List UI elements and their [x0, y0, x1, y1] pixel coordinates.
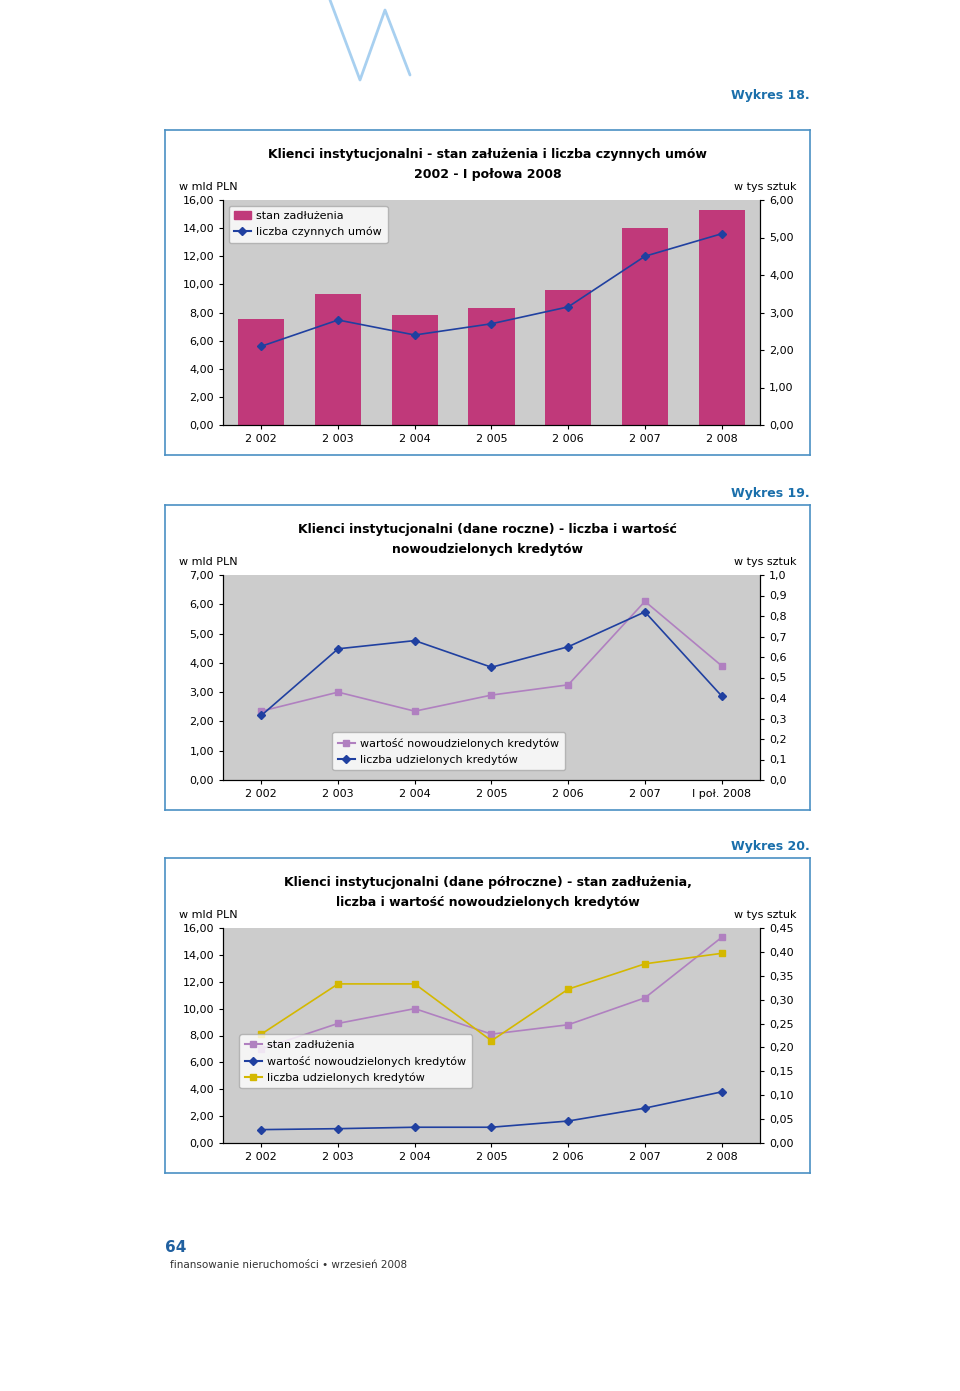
Text: w tys sztuk: w tys sztuk: [733, 556, 796, 568]
Bar: [238, 319, 284, 426]
Text: w mld PLN: w mld PLN: [179, 556, 238, 568]
Legend: stan zadłużenia, liczba czynnych umów: stan zadłużenia, liczba czynnych umów: [228, 206, 388, 242]
Text: 2002 - I połowa 2008: 2002 - I połowa 2008: [414, 168, 562, 181]
Text: w mld PLN: w mld PLN: [179, 182, 238, 192]
Text: Klienci instytucjonalni - stan załużenia i liczba czynnych umów: Klienci instytucjonalni - stan załużenia…: [268, 147, 707, 161]
Text: w mld PLN: w mld PLN: [179, 910, 238, 919]
Text: Klienci instytucjonalni (dane roczne) - liczba i wartość: Klienci instytucjonalni (dane roczne) - …: [298, 523, 677, 536]
Text: Wykres 20.: Wykres 20.: [732, 840, 810, 853]
Bar: [699, 210, 745, 426]
Text: RAPORTY: RAPORTY: [12, 53, 85, 67]
Legend: stan zadłużenia, wartość nowoudzielonych kredytów, liczba udzielonych kredytów: stan zadłużenia, wartość nowoudzielonych…: [239, 1035, 471, 1088]
Text: w tys sztuk: w tys sztuk: [733, 182, 796, 192]
Text: 64: 64: [165, 1239, 186, 1255]
Bar: [468, 309, 515, 426]
Text: Wykres 19.: Wykres 19.: [732, 487, 810, 499]
Bar: [545, 289, 591, 426]
Text: liczba i wartość nowoudzielonych kredytów: liczba i wartość nowoudzielonych kredytó…: [336, 896, 639, 908]
Text: Klienci instytucjonalni (dane półroczne) - stan zadłużenia,: Klienci instytucjonalni (dane półroczne)…: [283, 876, 691, 889]
Text: finansowanie nieruchomości • wrzesień 2008: finansowanie nieruchomości • wrzesień 20…: [170, 1260, 407, 1270]
Bar: [315, 295, 361, 426]
Text: nowoudzielonych kredytów: nowoudzielonych kredytów: [392, 542, 583, 556]
Text: Wykres 18.: Wykres 18.: [732, 89, 810, 102]
Text: w tys sztuk: w tys sztuk: [733, 910, 796, 919]
Legend: wartość nowoudzielonych kredytów, liczba udzielonych kredytów: wartość nowoudzielonych kredytów, liczba…: [332, 732, 564, 771]
Bar: [622, 228, 668, 426]
Bar: [392, 316, 438, 426]
